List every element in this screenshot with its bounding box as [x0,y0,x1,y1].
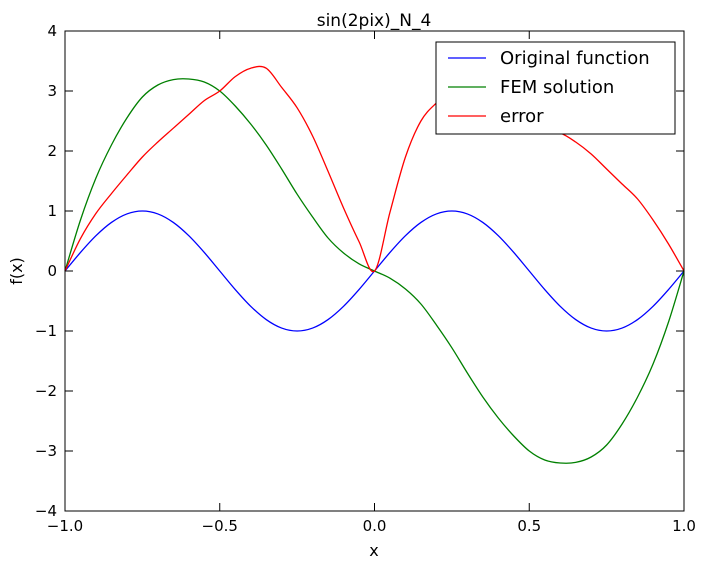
legend: Original function FEM solution error [435,41,676,135]
y-tick-label: −1 [35,322,57,340]
x-tick-label: 1.0 [672,517,696,535]
legend-label-1: FEM solution [500,77,614,98]
x-tick-label: 0.5 [517,517,541,535]
series-line-2 [64,65,685,273]
y-tick-label: −2 [35,382,57,400]
y-tick-label: 2 [47,142,57,160]
x-tick-label: −0.5 [202,517,238,535]
y-tick-label: 3 [47,82,57,100]
y-tick-label: 1 [47,202,57,220]
legend-label-2: error [500,106,544,127]
legend-label-0: Original function [500,48,650,69]
series-layer [64,65,685,464]
tick-layer: −1.0 −0.5 0.0 0.5 1.0 −4 −3 −2 −1 0 1 2 3 4 [35,22,696,535]
x-tick-label: 0.0 [363,517,387,535]
y-tick-label: −4 [35,502,57,520]
x-axis-label: x [369,541,378,560]
y-axis-label: f(x) [7,257,26,285]
y-tick-label: 4 [47,22,57,40]
legend-box [435,41,676,135]
y-tick-label: 0 [47,262,57,280]
x-tick-label: −1.0 [47,517,83,535]
chart-title: sin(2pix)_N_4 [317,11,432,31]
y-tick-label: −3 [35,442,57,460]
